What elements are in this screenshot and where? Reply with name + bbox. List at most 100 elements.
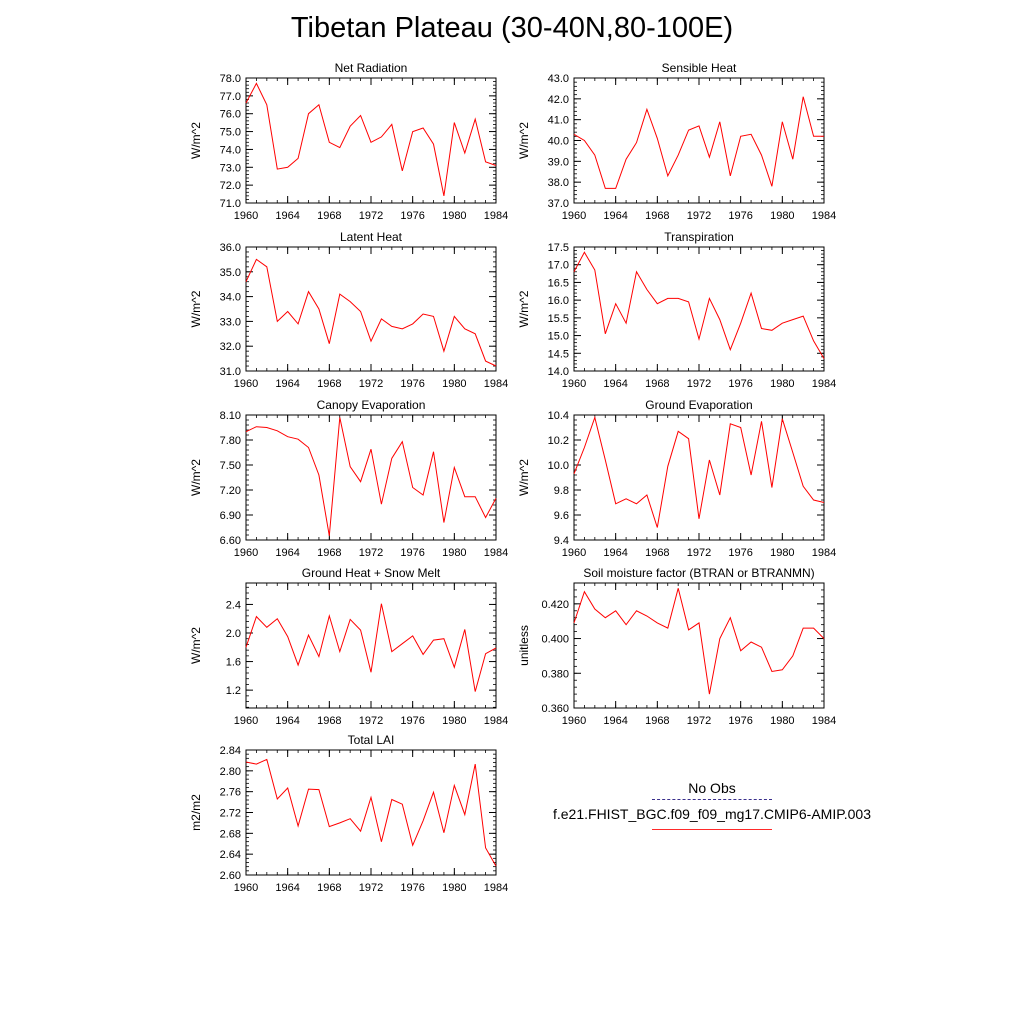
series-line <box>245 603 497 692</box>
chart-panel: 1960 1964 1968 1972 1976 1980 1984 37.0 38.0 39.0… <box>517 61 836 222</box>
plot-frame <box>245 582 497 709</box>
x-tick-label: 1960 <box>234 882 258 894</box>
chart-panel: 1960 1964 1968 1972 1976 1980 1984 6.60 6.90 7.20… <box>189 398 508 559</box>
x-tick-label: 1972 <box>687 547 711 559</box>
y-tick-label: 9.8 <box>554 485 569 497</box>
x-tick-label: 1960 <box>562 547 586 559</box>
x-tick-label: 1972 <box>687 378 711 390</box>
x-tick-label: 1984 <box>484 547 508 559</box>
panel-title: Latent Heat <box>340 230 403 244</box>
x-tick-label: 1976 <box>728 210 752 222</box>
plot-frame <box>245 246 497 372</box>
y-tick-label: 2.68 <box>220 828 241 840</box>
y-tick-label: 77.0 <box>220 91 241 103</box>
y-tick-label: 2.84 <box>220 745 241 757</box>
y-axis-label: unitless <box>517 625 531 666</box>
y-tick-label: 73.0 <box>220 162 241 174</box>
x-tick-label: 1964 <box>603 378 627 390</box>
y-axis-label: W/m^2 <box>189 290 203 327</box>
figure-title: Tibetan Plateau (30-40N,80-100E) <box>290 12 734 44</box>
x-tick-label: 1984 <box>484 882 508 894</box>
panel-title: Net Radiation <box>335 61 408 75</box>
y-tick-label: 0.400 <box>541 634 569 646</box>
y-tick-label: 36.0 <box>220 242 241 254</box>
x-tick-label: 1980 <box>442 547 466 559</box>
x-tick-label: 1976 <box>728 715 752 727</box>
x-tick-label: 1960 <box>562 715 586 727</box>
y-tick-label: 0.420 <box>541 599 569 611</box>
y-axis-label: W/m^2 <box>189 122 203 159</box>
x-tick-label: 1972 <box>359 378 383 390</box>
y-tick-label: 7.20 <box>220 485 241 497</box>
x-tick-label: 1960 <box>234 547 258 559</box>
series-line <box>245 417 497 536</box>
x-tick-label: 1968 <box>317 715 341 727</box>
x-tick-label: 1964 <box>603 210 627 222</box>
y-tick-label: 42.0 <box>548 94 569 106</box>
plot-frame <box>573 246 825 372</box>
x-tick-label: 1972 <box>687 715 711 727</box>
y-tick-label: 38.0 <box>548 177 569 189</box>
x-tick-label: 1984 <box>812 547 836 559</box>
x-tick-label: 1972 <box>687 210 711 222</box>
y-tick-label: 16.0 <box>548 295 569 307</box>
x-tick-label: 1968 <box>645 547 669 559</box>
x-tick-label: 1980 <box>770 547 794 559</box>
legend-model-line <box>652 829 772 830</box>
x-tick-label: 1960 <box>562 210 586 222</box>
panel-title: Ground Evaporation <box>645 398 752 412</box>
y-tick-label: 2.0 <box>226 628 241 640</box>
x-tick-label: 1968 <box>317 378 341 390</box>
x-tick-label: 1960 <box>234 715 258 727</box>
y-tick-label: 15.0 <box>548 331 569 343</box>
x-tick-label: 1968 <box>645 715 669 727</box>
x-tick-label: 1976 <box>728 547 752 559</box>
x-tick-label: 1964 <box>275 882 299 894</box>
plot-frame <box>245 749 497 876</box>
y-tick-label: 35.0 <box>220 267 241 279</box>
y-tick-label: 0.360 <box>541 703 569 715</box>
series-line <box>245 82 497 196</box>
y-tick-label: 76.0 <box>220 109 241 121</box>
y-tick-label: 10.2 <box>548 435 569 447</box>
x-tick-label: 1984 <box>812 378 836 390</box>
y-tick-label: 1.6 <box>226 657 241 669</box>
x-tick-label: 1968 <box>317 882 341 894</box>
x-tick-label: 1964 <box>275 547 299 559</box>
x-tick-label: 1972 <box>359 882 383 894</box>
y-tick-label: 14.5 <box>548 348 569 360</box>
panel-title: Sensible Heat <box>662 61 737 75</box>
y-tick-label: 71.0 <box>220 198 241 210</box>
x-tick-label: 1972 <box>359 715 383 727</box>
x-tick-label: 1980 <box>442 882 466 894</box>
y-axis-label: W/m^2 <box>517 459 531 496</box>
y-tick-label: 9.4 <box>554 535 569 547</box>
y-tick-label: 75.0 <box>220 127 241 139</box>
panel-title: Ground Heat + Snow Melt <box>302 566 441 580</box>
chart-panel: 1960 1964 1968 1972 1976 1980 1984 71.0 72.0 73.0… <box>189 61 508 222</box>
chart-panel: 1960 1964 1968 1972 1976 1980 1984 31.0 32.0 33.0… <box>189 230 508 390</box>
y-tick-label: 72.0 <box>220 180 241 192</box>
y-tick-label: 2.72 <box>220 808 241 820</box>
x-tick-label: 1960 <box>562 378 586 390</box>
y-tick-label: 15.5 <box>548 313 569 325</box>
y-axis-label: W/m^2 <box>517 290 531 327</box>
panel-title: Canopy Evaporation <box>317 398 426 412</box>
series-line <box>573 415 825 528</box>
chart-panel: 1960 1964 1968 1972 1976 1980 1984 9.4 9.6 9.8 10.… <box>517 398 836 559</box>
y-tick-label: 2.64 <box>220 849 241 861</box>
x-tick-label: 1964 <box>603 715 627 727</box>
y-tick-label: 39.0 <box>548 156 569 168</box>
panel-title: Total LAI <box>348 733 395 747</box>
y-tick-label: 2.4 <box>226 599 241 611</box>
y-tick-label: 34.0 <box>220 292 241 304</box>
legend-obs-line <box>652 799 772 800</box>
x-tick-label: 1984 <box>484 715 508 727</box>
x-tick-label: 1976 <box>400 715 424 727</box>
y-tick-label: 7.80 <box>220 435 241 447</box>
x-tick-label: 1960 <box>234 210 258 222</box>
y-axis-label: W/m^2 <box>189 459 203 496</box>
y-axis-label: W/m^2 <box>189 627 203 664</box>
y-axis-label: m2/m2 <box>189 794 203 831</box>
x-tick-label: 1984 <box>484 210 508 222</box>
